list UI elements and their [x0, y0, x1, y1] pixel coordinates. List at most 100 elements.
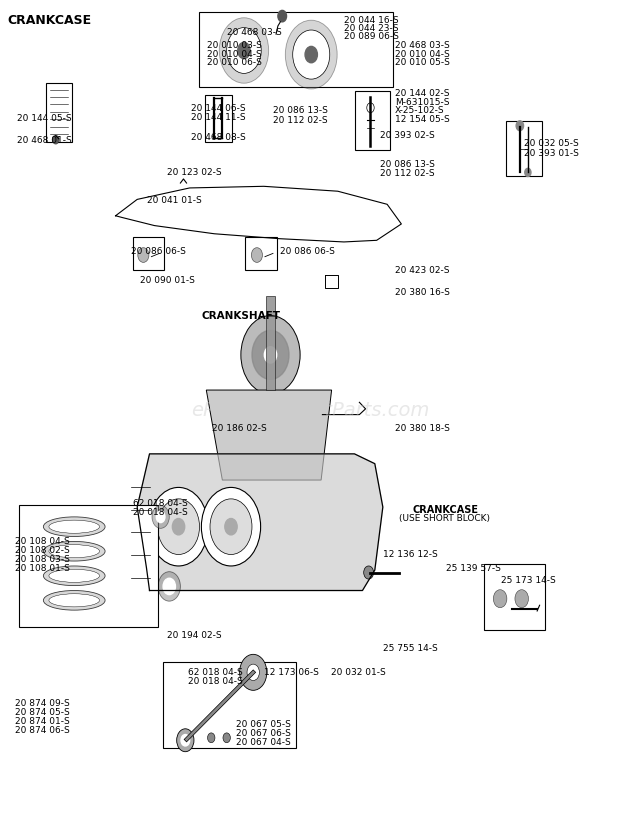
Ellipse shape	[43, 566, 105, 585]
Text: 20 067 05-S: 20 067 05-S	[236, 720, 291, 729]
Text: 20 186 02-S: 20 186 02-S	[213, 424, 267, 433]
Text: 12 154 05-S: 12 154 05-S	[395, 115, 450, 124]
Circle shape	[494, 589, 507, 608]
Circle shape	[364, 566, 374, 579]
Circle shape	[208, 733, 215, 743]
Text: 20 041 01-S: 20 041 01-S	[147, 196, 202, 205]
Circle shape	[156, 511, 165, 523]
Text: 25 173 14-S: 25 173 14-S	[502, 576, 556, 585]
Bar	[265, 296, 275, 328]
Text: 20 086 13-S: 20 086 13-S	[273, 106, 328, 115]
Text: 20 086 06-S: 20 086 06-S	[280, 247, 335, 256]
Circle shape	[293, 30, 330, 79]
Circle shape	[225, 519, 237, 534]
Text: 20 067 06-S: 20 067 06-S	[236, 729, 291, 738]
Text: 20 044 16-S: 20 044 16-S	[344, 16, 399, 25]
Text: 20 018 04-S: 20 018 04-S	[188, 677, 242, 686]
Polygon shape	[137, 454, 383, 590]
Circle shape	[367, 103, 374, 112]
Text: 20 144 06-S: 20 144 06-S	[192, 104, 246, 113]
Text: CRANKCASE: CRANKCASE	[412, 505, 479, 515]
Text: 20 144 05-S: 20 144 05-S	[17, 114, 71, 123]
Bar	[484, 564, 544, 630]
Text: eReplacementParts.com: eReplacementParts.com	[191, 401, 429, 420]
Text: 20 032 01-S: 20 032 01-S	[331, 668, 386, 677]
Text: 20 010 05-S: 20 010 05-S	[395, 57, 450, 67]
Bar	[19, 506, 157, 626]
Text: 20 010 04-S: 20 010 04-S	[207, 49, 262, 58]
Text: 20 468 01-S: 20 468 01-S	[17, 136, 71, 145]
Ellipse shape	[43, 541, 105, 561]
Text: 12 136 12-S: 12 136 12-S	[383, 549, 438, 558]
Circle shape	[202, 488, 260, 566]
Text: 62 018 04-S: 62 018 04-S	[188, 668, 242, 677]
Circle shape	[149, 488, 208, 566]
Bar	[199, 12, 393, 87]
Text: 20 108 03-S: 20 108 03-S	[15, 555, 70, 564]
Text: 12 173 06-S: 12 173 06-S	[264, 668, 319, 677]
Text: CRANKCASE: CRANKCASE	[7, 14, 92, 26]
Ellipse shape	[49, 521, 100, 533]
Text: 20 144 02-S: 20 144 02-S	[395, 89, 450, 98]
Ellipse shape	[49, 569, 100, 582]
Text: 20 010 04-S: 20 010 04-S	[395, 49, 450, 58]
Circle shape	[158, 571, 180, 601]
Circle shape	[172, 519, 185, 534]
Text: 20 874 09-S: 20 874 09-S	[15, 699, 69, 708]
Circle shape	[252, 330, 289, 379]
Text: 20 108 04-S: 20 108 04-S	[15, 537, 69, 546]
Text: 20 112 02-S: 20 112 02-S	[273, 116, 327, 125]
Text: 20 108 01-S: 20 108 01-S	[15, 564, 70, 573]
Circle shape	[210, 499, 252, 554]
Circle shape	[305, 47, 317, 62]
Ellipse shape	[43, 590, 105, 610]
Text: 20 380 16-S: 20 380 16-S	[395, 288, 450, 296]
Bar	[163, 662, 296, 748]
Text: M-631015-S: M-631015-S	[395, 98, 450, 107]
Circle shape	[152, 506, 169, 529]
Text: 20 112 02-S: 20 112 02-S	[380, 169, 435, 178]
Bar	[507, 121, 542, 177]
Circle shape	[516, 121, 523, 131]
Text: 20 144 11-S: 20 144 11-S	[192, 112, 246, 122]
Text: 20 010 03-S: 20 010 03-S	[207, 42, 262, 50]
Circle shape	[525, 168, 531, 177]
Circle shape	[163, 578, 175, 594]
Circle shape	[238, 43, 250, 58]
Text: 20 423 02-S: 20 423 02-S	[395, 267, 450, 276]
Text: 20 393 02-S: 20 393 02-S	[380, 131, 435, 140]
Text: 20 123 02-S: 20 123 02-S	[167, 168, 221, 177]
Bar	[46, 83, 73, 142]
Bar	[133, 237, 164, 270]
Circle shape	[285, 21, 337, 89]
Text: 20 874 01-S: 20 874 01-S	[15, 717, 69, 726]
Text: 20 090 01-S: 20 090 01-S	[140, 277, 195, 286]
Ellipse shape	[49, 594, 100, 607]
Circle shape	[227, 28, 261, 73]
Text: 20 108 02-S: 20 108 02-S	[15, 546, 69, 555]
Circle shape	[177, 729, 194, 752]
Ellipse shape	[43, 517, 105, 536]
Text: 20 044 23-S: 20 044 23-S	[344, 25, 399, 34]
Bar	[265, 316, 275, 390]
Circle shape	[278, 11, 286, 22]
Circle shape	[251, 248, 262, 263]
Text: 20 032 05-S: 20 032 05-S	[524, 139, 579, 148]
Ellipse shape	[49, 544, 100, 557]
Text: 20 089 06-S: 20 089 06-S	[344, 33, 399, 42]
Circle shape	[264, 346, 277, 363]
Text: 20 468 08-S: 20 468 08-S	[192, 133, 246, 142]
Text: 20 468 03-S: 20 468 03-S	[395, 42, 450, 50]
Text: 20 067 04-S: 20 067 04-S	[236, 738, 291, 747]
Bar	[245, 237, 277, 270]
Text: 20 393 01-S: 20 393 01-S	[524, 149, 579, 158]
Bar	[205, 94, 232, 142]
Text: X-25-102-S: X-25-102-S	[395, 106, 445, 115]
Text: 25 755 14-S: 25 755 14-S	[383, 644, 438, 653]
Circle shape	[219, 18, 268, 83]
Circle shape	[53, 135, 59, 144]
Circle shape	[181, 735, 190, 746]
Text: 20 018 04-S: 20 018 04-S	[133, 508, 188, 517]
Text: (USE SHORT BLOCK): (USE SHORT BLOCK)	[399, 514, 490, 523]
Text: 20 380 18-S: 20 380 18-S	[395, 424, 450, 433]
